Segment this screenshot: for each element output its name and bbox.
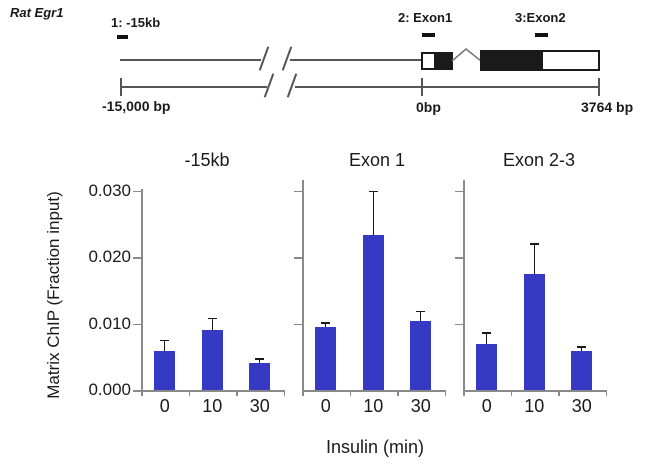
site1-amplicon-tick: [117, 35, 128, 39]
error-bar-Exon 2-3-30: [581, 346, 583, 351]
panel-0-x-tick-0: [141, 390, 143, 396]
gene-line-right: [290, 59, 421, 61]
bar-Exon 1-10: [362, 235, 384, 390]
panel-1-x-axis: [302, 390, 446, 392]
panel-1-x-tick-2: [397, 390, 399, 396]
panel-title-2: Exon 2-3: [502, 150, 576, 170]
category-label-Exon 2-3-30: 30: [571, 396, 592, 416]
panel-2-y-tick-3: [455, 190, 463, 193]
category-label-Exon 2-3-10: 10: [524, 396, 545, 416]
error-cap-Exon 2-3-30: [577, 346, 587, 348]
site2-label: 2: Exon1: [398, 10, 453, 25]
error-bar-Exon 2-3-0: [486, 332, 488, 345]
panel-0-y-tick-1: [133, 323, 141, 326]
panel-2-x-tick-1: [510, 390, 512, 396]
error-bar-Exon 1-0: [325, 322, 327, 327]
site3-label: 3:Exon2: [515, 10, 566, 25]
panel-0-y-tick-2: [133, 257, 141, 259]
error-cap-Exon 1-30: [416, 310, 426, 313]
panel-2-y-tick-2: [455, 257, 463, 259]
scale-label-zero: 0bp: [416, 99, 441, 115]
site1-label: 1: -15kb: [111, 15, 161, 30]
category-label--15kb-30: 30: [249, 396, 270, 416]
panel-1-x-tick-1: [349, 390, 351, 396]
error-cap-Exon 2-3-10: [529, 243, 539, 245]
category-label-Exon 1-0: 0: [320, 396, 331, 416]
error-bar--15kb-0: [164, 339, 166, 352]
scale-tick-3764: [598, 78, 600, 96]
bar-Exon 2-3-30: [571, 350, 593, 390]
panel-2-y-tick-1: [455, 323, 463, 326]
bar--15kb-30: [249, 363, 271, 390]
intron-caret-line: [451, 48, 482, 62]
panel-2-y-axis: [463, 180, 465, 392]
panel-0-x-tick-3: [283, 390, 285, 396]
error-cap-Exon 1-0: [321, 322, 331, 324]
scale-line-left: [120, 86, 267, 88]
category-label-Exon 1-30: 30: [410, 396, 431, 416]
bar--15kb-0: [154, 351, 176, 390]
error-bar-Exon 1-10: [372, 190, 374, 236]
error-bar-Exon 2-3-10: [533, 243, 535, 275]
y-tick-label-0.030: 0.030: [88, 180, 131, 200]
panel-1-x-tick-0: [302, 390, 304, 396]
panel-0-y-axis: [141, 189, 143, 392]
panel-1-y-tick-1: [294, 323, 302, 326]
bar--15kb-10: [201, 330, 223, 390]
site3-amplicon-tick: [535, 33, 548, 37]
error-cap--15kb-10: [207, 317, 217, 320]
bar-Exon 2-3-0: [476, 344, 498, 390]
x-axis-title: Insulin (min): [325, 437, 425, 457]
scale-tick-minus15000: [120, 78, 122, 96]
bar-Exon 1-0: [315, 326, 337, 390]
category-label-Exon 1-10: 10: [363, 396, 384, 416]
scale-label-minus15000: -15,000 bp: [102, 98, 171, 114]
scale-tick-zero: [421, 78, 423, 96]
bar-Exon 2-3-10: [523, 274, 545, 390]
y-tick-label-0.020: 0.020: [88, 247, 131, 267]
gene-name-label: Rat Egr1: [10, 5, 64, 20]
bar-Exon 1-30: [410, 320, 432, 390]
panel-1-y-tick-2: [294, 257, 302, 259]
panel-1-y-axis: [302, 180, 304, 392]
category-label-Exon 2-3-0: 0: [481, 396, 492, 416]
category-label--15kb-10: 10: [202, 396, 223, 416]
panel-1-x-tick-3: [444, 390, 446, 396]
panel-2-x-tick-2: [558, 390, 560, 396]
scale-line-right: [295, 86, 600, 88]
panel-2-x-axis: [463, 390, 607, 392]
panel-title-1: Exon 1: [348, 150, 406, 170]
error-cap-Exon 1-10: [368, 190, 378, 193]
error-bar--15kb-10: [211, 317, 213, 331]
category-label--15kb-0: 0: [159, 396, 170, 416]
panel-0-y-tick-3: [133, 190, 141, 193]
panel-0-x-tick-2: [236, 390, 238, 396]
exon2-box-black-fill: [480, 50, 543, 71]
site2-amplicon-tick: [422, 33, 435, 37]
exon1-box-black-fill: [434, 52, 452, 70]
gene-line-left: [120, 59, 261, 61]
panel-1-y-tick-3: [294, 190, 302, 193]
panel-0-x-tick-1: [188, 390, 190, 396]
panel-title-0: -15kb: [184, 150, 230, 170]
scale-label-3764: 3764 bp: [581, 99, 634, 115]
error-cap--15kb-0: [160, 339, 170, 342]
panel-2-x-tick-3: [605, 390, 607, 396]
panel-2-x-tick-0: [463, 390, 465, 396]
error-bar-Exon 1-30: [420, 310, 422, 321]
panel-0-x-axis: [141, 390, 285, 392]
panel-0-y-tick-0: [133, 390, 141, 392]
error-cap-Exon 2-3-0: [482, 332, 492, 334]
error-cap--15kb-30: [255, 358, 265, 360]
y-tick-label-0.010: 0.010: [88, 313, 131, 333]
y-tick-label-0.000: 0.000: [88, 380, 131, 399]
error-bar--15kb-30: [259, 358, 261, 364]
